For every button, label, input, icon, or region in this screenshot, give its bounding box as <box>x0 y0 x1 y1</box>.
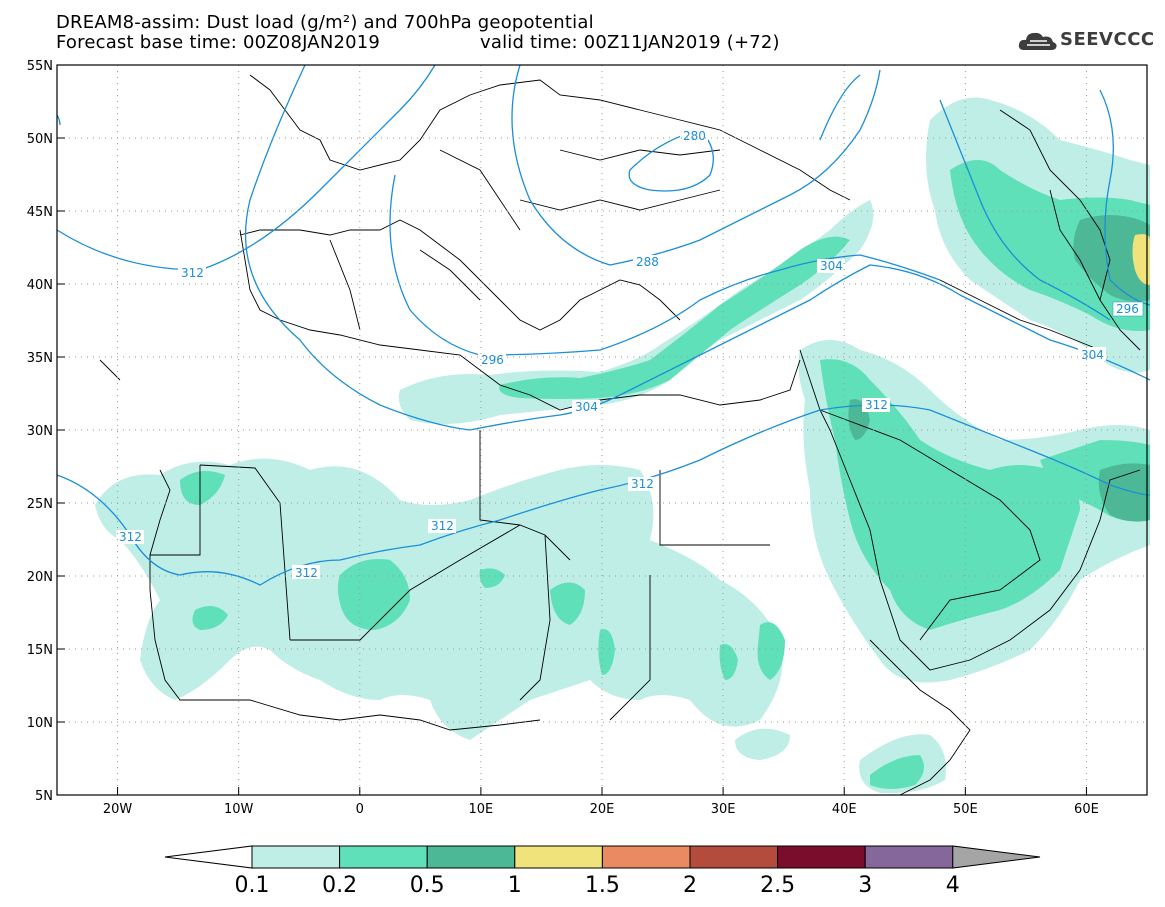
latitude-label: 25N <box>27 497 53 512</box>
contour-label-312c: 312 <box>628 477 656 491</box>
longitude-label: 60E <box>1074 802 1099 817</box>
colorbar-segment <box>777 845 866 869</box>
colorbar-right-arrow <box>952 845 1041 869</box>
contour-label-text: 312 <box>119 530 142 544</box>
colorbar-tick-label: 1.5 <box>585 873 620 898</box>
longitude-label: 10W <box>224 802 254 817</box>
contour-label-text: 312 <box>865 398 888 412</box>
contour-label-288: 288 <box>633 255 661 269</box>
colorbar-segment <box>689 845 779 869</box>
contour-label-304a: 304 <box>572 400 600 414</box>
seevccc-logo: SEEVCCC <box>1018 28 1155 54</box>
contour-label-text: 304 <box>1081 348 1104 362</box>
colorbar-segment <box>251 845 341 869</box>
longitude-label: 10E <box>469 802 494 817</box>
colorbar-tick-label: 0.5 <box>410 873 445 898</box>
contour-labels: 280 288 296 304 312 304 296 304 312 312 … <box>116 128 1144 580</box>
geopotential-contours <box>56 64 1151 586</box>
colorbar-left-arrow <box>164 845 253 869</box>
contour-label-304b: 304 <box>817 259 845 273</box>
latitude-label: 30N <box>27 424 53 439</box>
contour-label-text: 280 <box>683 129 706 143</box>
contour-label-296a: 296 <box>478 352 506 367</box>
latitude-label: 55N <box>27 59 53 74</box>
latitude-label: 5N <box>35 789 53 804</box>
base-time: Forecast base time: 00Z08JAN2019 <box>56 32 381 53</box>
logo-text: SEEVCCC <box>1060 29 1155 50</box>
latitude-labels: 55N 50N 45N 40N 35N 30N 25N 20N 15N 10N 5N <box>27 59 65 804</box>
longitude-label: 50E <box>953 802 978 817</box>
dust-shading <box>95 97 1150 794</box>
colorbar-tick-label: 4 <box>946 873 960 898</box>
longitude-label: 20W <box>103 802 133 817</box>
contour-label-text: 312 <box>631 477 654 491</box>
latitude-label: 35N <box>27 351 53 366</box>
colorbar-tick-label: 3 <box>858 873 872 898</box>
colorbar-segment <box>426 845 516 869</box>
latitude-label: 40N <box>27 278 53 293</box>
contour-label-text: 296 <box>1116 302 1139 316</box>
coastlines-borders <box>99 74 1141 796</box>
contour-label-text: 304 <box>575 400 598 414</box>
colorbar-tick-label: 1 <box>508 873 522 898</box>
contour-label-312e: 312 <box>292 565 320 580</box>
contour-label-text: 312 <box>181 266 204 280</box>
latitude-label: 20N <box>27 570 53 585</box>
contour-label-text: 304 <box>820 259 843 273</box>
contour-label-text: 296 <box>481 353 504 367</box>
colorbar-segment <box>339 845 428 869</box>
longitude-label: 20E <box>590 802 615 817</box>
latitude-label: 15N <box>27 643 53 658</box>
latitude-label: 45N <box>27 205 53 220</box>
contour-label-296b: 296 <box>1112 301 1144 317</box>
longitude-label: 0 <box>356 802 364 817</box>
colorbar-tick-label: 0.2 <box>322 873 357 898</box>
colorbar: 0.1 0.2 0.5 1 1.5 2 2.5 3 4 <box>164 845 1041 898</box>
contour-label-text: 312 <box>295 566 318 580</box>
longitude-label: 30E <box>711 802 736 817</box>
map-title: DREAM8-assim: Dust load (g/m²) and 700hP… <box>56 12 594 33</box>
contour-label-304c: 304 <box>1078 347 1106 362</box>
contour-label-280: 280 <box>680 128 708 143</box>
latitude-label: 10N <box>27 716 53 731</box>
contour-label-312d: 312 <box>428 519 456 533</box>
colorbar-tick-label: 0.1 <box>235 873 270 898</box>
contour-label-312a: 312 <box>178 266 206 280</box>
longitude-label: 40E <box>832 802 857 817</box>
forecast-times: Forecast base time: 00Z08JAN2019 valid ti… <box>56 32 780 53</box>
contour-label-312b: 312 <box>862 398 890 412</box>
longitude-labels: 20W 10W 0 10E 20E 30E 40E 50E 60E <box>103 787 1099 817</box>
colorbar-tick-label: 2 <box>683 873 697 898</box>
contour-label-text: 288 <box>636 255 659 269</box>
colorbar-tick-label: 2.5 <box>760 873 795 898</box>
valid-time: valid time: 00Z11JAN2019 (+72) <box>480 32 780 53</box>
cloud-logo-icon <box>1018 32 1057 50</box>
colorbar-segment <box>864 845 954 869</box>
contour-label-text: 312 <box>431 519 454 533</box>
colorbar-segment <box>601 845 691 869</box>
colorbar-segment <box>514 845 603 869</box>
contour-label-312f: 312 <box>116 530 144 544</box>
latitude-label: 50N <box>27 132 53 147</box>
